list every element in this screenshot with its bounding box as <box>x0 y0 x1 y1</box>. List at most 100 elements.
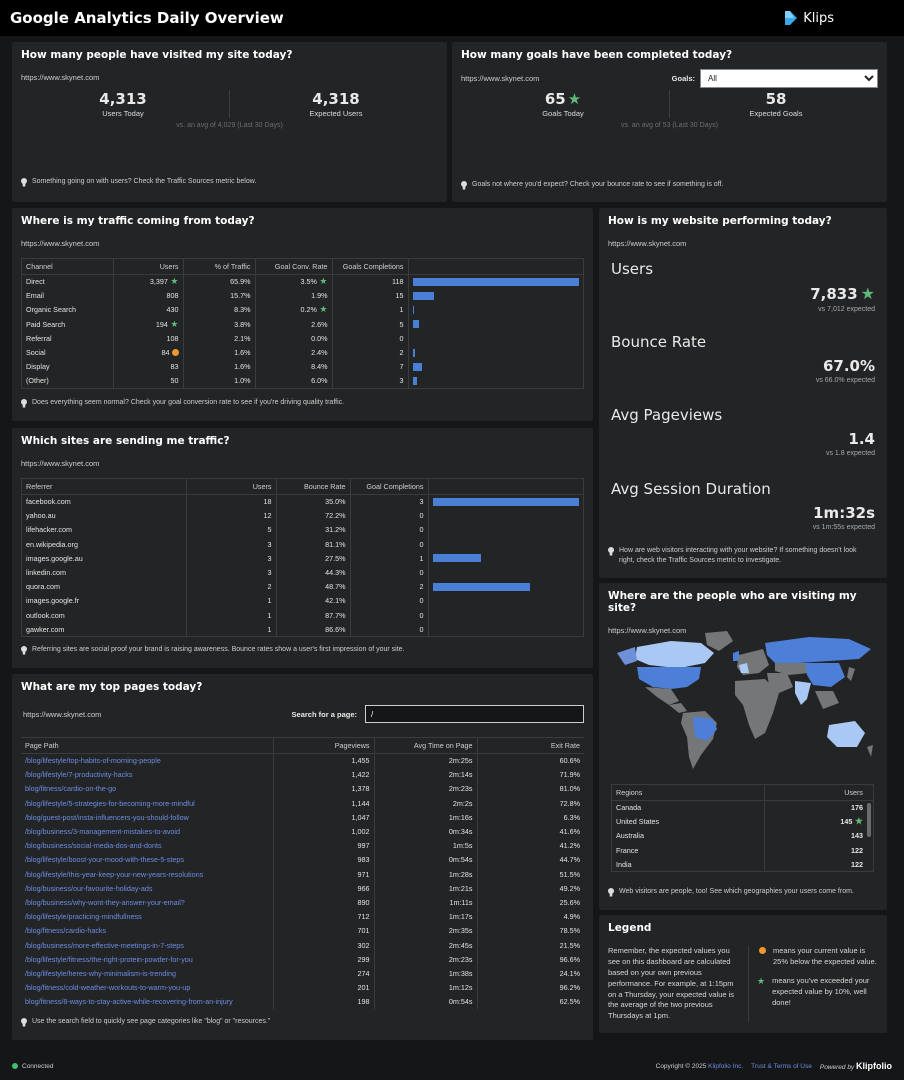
map-region-russia[interactable] <box>765 637 871 663</box>
page-path-link[interactable]: /blog/business/more-effective-meetings-i… <box>25 941 184 950</box>
table-row[interactable]: /blog/business/why-wont-they-answer-your… <box>21 895 584 909</box>
page-path-link[interactable]: /blog/lifestyle/boost-your-mood-with-the… <box>25 855 184 864</box>
table-row[interactable]: /blog/fitness/cardio-hacks 701 2m:35s 78.5% <box>21 924 584 938</box>
table-row[interactable]: (Other) 50 1.0% 6.0% 3 <box>22 374 583 388</box>
table-row[interactable]: lifehacker.com 5 31.2% 0 <box>22 523 583 537</box>
table-row[interactable]: quora.com 2 48.7% 2 <box>22 580 583 594</box>
col-users[interactable]: Users <box>113 259 183 275</box>
map-region-canada[interactable] <box>635 641 714 667</box>
page-path-link[interactable]: /blog/fitness/cardio-hacks <box>25 926 106 935</box>
table-row[interactable]: images.google.au 3 27.5% 1 <box>22 551 583 565</box>
map-region-usa[interactable] <box>637 667 701 689</box>
page-path-link[interactable]: /blog/lifestyle/7-productivity-hacks <box>25 770 132 779</box>
col-pct-traffic[interactable]: % of Traffic <box>183 259 255 275</box>
goals-select[interactable]: All <box>700 69 878 88</box>
table-row[interactable]: /blog/lifestyle/boost-your-mood-with-the… <box>21 853 584 867</box>
map-region-central-america[interactable] <box>669 703 687 713</box>
col-exit-rate[interactable]: Exit Rate <box>477 738 584 754</box>
page-path-link[interactable]: blog/fitness/cardio-on-the-go <box>25 784 116 793</box>
table-row[interactable]: Display 83 1.6% 8.4% 7 <box>22 360 583 374</box>
table-row[interactable]: Direct 3,397 ★ 65.9% 3.5% ★ 118 <box>22 275 583 289</box>
table-row[interactable]: Paid Search 194 ★ 3.8% 2.6% 5 <box>22 317 583 331</box>
page-path-link[interactable]: /blog/lifestyle/this-year-keep-your-new-… <box>25 870 203 879</box>
table-row[interactable]: gawker.com 1 86.6% 0 <box>22 622 583 636</box>
map-region-brazil[interactable] <box>693 717 717 741</box>
table-row[interactable]: /blog/lifestyle/fitness/the-right-protei… <box>21 952 584 966</box>
page-path-link[interactable]: /blog/fitness/cold-weather-workouts-to-w… <box>25 983 190 992</box>
table-row[interactable]: Organic Search 430 8.3% 0.2% ★ 1 <box>22 303 583 317</box>
table-row[interactable]: en.wikipedia.org 3 81.1% 0 <box>22 537 583 551</box>
table-row[interactable]: /blog/lifestyle/practicing-mindfullness 7… <box>21 910 584 924</box>
klipfolio-logo[interactable]: Klipfolio <box>856 1061 892 1071</box>
brand[interactable]: Klips <box>785 11 834 26</box>
page-path-link[interactable]: /blog/business/our-favourite-holiday-ads <box>25 884 152 893</box>
table-row[interactable]: /blog/fitness/cold-weather-workouts-to-w… <box>21 981 584 995</box>
page-search-input[interactable] <box>365 705 584 723</box>
col-goal-conv-rate[interactable]: Goal Conv. Rate <box>255 259 332 275</box>
map-region-mexico[interactable] <box>645 687 679 705</box>
map-region-greenland[interactable] <box>705 631 733 651</box>
table-row[interactable]: /blog/business/more-effective-meetings-i… <box>21 938 584 952</box>
col-pageviews[interactable]: Pageviews <box>273 738 374 754</box>
table-row[interactable]: /blog/lifestyle/heres-why-minimalism-is-… <box>21 966 584 980</box>
col-geo-users[interactable]: Users <box>764 785 873 801</box>
col-bounce-rate[interactable]: Bounce Rate <box>276 479 350 495</box>
table-row[interactable]: /blog/lifestyle/5-strategies-for-becomin… <box>21 796 584 810</box>
col-avg-time[interactable]: Avg Time on Page <box>374 738 477 754</box>
table-row[interactable]: /blog/business/3-management-mistakes-to-… <box>21 824 584 838</box>
table-row[interactable]: United States 145 ★ <box>612 815 873 829</box>
page-path-link[interactable]: /blog/lifestyle/top-habits-of-morning-pe… <box>25 756 161 765</box>
table-row[interactable]: Social 84 1.6% 2.4% 2 <box>22 345 583 359</box>
col-ref-users[interactable]: Users <box>186 479 276 495</box>
page-path-link[interactable]: blog/fitness/8-ways-to-stay-active-while… <box>25 997 233 1006</box>
metric-session-expected: vs 1m:55s expected <box>813 524 875 531</box>
col-goal-completions[interactable]: Goals Completions <box>332 259 408 275</box>
page-path-link[interactable]: /blog/lifestyle/fitness/the-right-protei… <box>25 955 193 964</box>
map-region-china[interactable] <box>805 663 845 687</box>
table-row[interactable]: /blog/business/social-media-dos-and-dont… <box>21 839 584 853</box>
map-region-southeast-asia[interactable] <box>815 691 839 709</box>
page-path-link[interactable]: /blog/lifestyle/practicing-mindfullness <box>25 912 142 921</box>
map-region-uk[interactable] <box>733 651 739 661</box>
map-region-japan[interactable] <box>847 667 855 681</box>
col-referrer[interactable]: Referrer <box>22 479 186 495</box>
map-region-alaska[interactable] <box>617 647 637 665</box>
table-row[interactable]: France 122 <box>612 843 873 857</box>
company-link[interactable]: Klipfolio Inc. <box>708 1063 743 1070</box>
page-path-link[interactable]: /blog/business/why-wont-they-answer-your… <box>25 898 185 907</box>
map-region-new-zealand[interactable] <box>867 745 873 757</box>
col-regions[interactable]: Regions <box>612 785 764 801</box>
table-row[interactable]: Canada 176 <box>612 801 873 815</box>
table-row[interactable]: facebook.com 18 35.0% 3 <box>22 495 583 509</box>
page-path-link[interactable]: /blog/lifestyle/5-strategies-for-becomin… <box>25 799 195 808</box>
col-page-path[interactable]: Page Path <box>21 738 273 754</box>
col-ref-goal-completions[interactable]: Goal Completions <box>350 479 428 495</box>
table-row[interactable]: outlook.com 1 87.7% 0 <box>22 608 583 622</box>
table-row[interactable]: blog/fitness/cardio-on-the-go 1,378 2m:23s… <box>21 782 584 796</box>
table-row[interactable]: /blog/lifestyle/7-productivity-hacks 1,42… <box>21 768 584 782</box>
table-row[interactable]: yahoo.au 12 72.2% 0 <box>22 509 583 523</box>
page-path-link[interactable]: /blog/guest-post/insta-influencers-you-s… <box>25 813 189 822</box>
table-row[interactable]: blog/fitness/8-ways-to-stay-active-while… <box>21 995 584 1009</box>
terms-link[interactable]: Trust & Terms of Use <box>751 1063 812 1070</box>
table-row[interactable]: /blog/guest-post/insta-influencers-you-s… <box>21 810 584 824</box>
table-row[interactable]: India 122 <box>612 857 873 871</box>
table-row[interactable]: linkedin.com 3 44.3% 0 <box>22 565 583 579</box>
page-path-link[interactable]: /blog/business/social-media-dos-and-dont… <box>25 841 162 850</box>
map-region-australia[interactable] <box>827 721 865 747</box>
page-path-link[interactable]: /blog/lifestyle/heres-why-minimalism-is-… <box>25 969 176 978</box>
table-row[interactable]: /blog/lifestyle/top-habits-of-morning-pe… <box>21 754 584 768</box>
col-channel[interactable]: Channel <box>22 259 113 275</box>
page-path-link[interactable]: /blog/business/3-management-mistakes-to-… <box>25 827 180 836</box>
table-row[interactable]: Email 808 15.7% 1.9% 15 <box>22 289 583 303</box>
geo-scrollbar[interactable] <box>867 803 871 837</box>
channel-cell: Paid Search <box>22 317 113 331</box>
table-row[interactable]: Referral 108 2.1% 0.0% 0 <box>22 331 583 345</box>
map-region-india[interactable] <box>795 681 811 705</box>
table-row[interactable]: Australia 143 <box>612 829 873 843</box>
world-map[interactable] <box>609 629 877 774</box>
table-row[interactable]: images.google.fr 1 42.1% 0 <box>22 594 583 608</box>
table-row[interactable]: /blog/business/our-favourite-holiday-ads… <box>21 881 584 895</box>
map-region-africa[interactable] <box>735 679 779 739</box>
table-row[interactable]: /blog/lifestyle/this-year-keep-your-new-… <box>21 867 584 881</box>
